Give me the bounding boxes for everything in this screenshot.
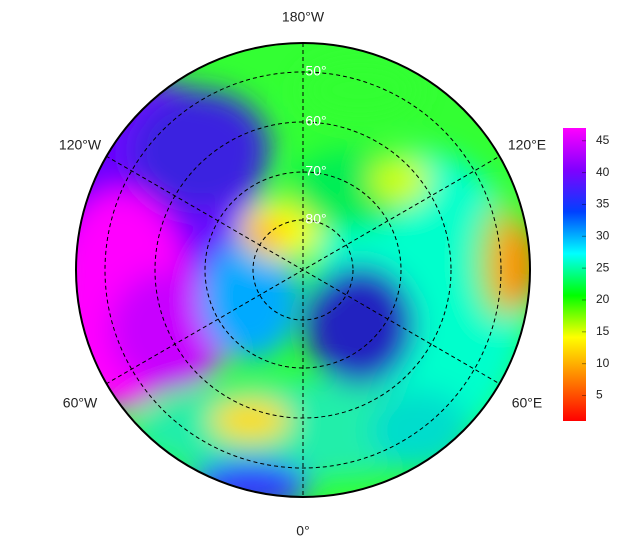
colorbar-tick-label: 40 [596,165,610,179]
longitude-label: 60°E [512,395,543,411]
latitude-label: 70° [305,163,326,179]
colorbar-tick-label: 30 [596,228,610,242]
longitude-label: 120°W [59,137,102,153]
map-boundary [75,42,531,498]
longitude-label: 0° [296,523,309,539]
latitude-label: 50° [305,63,326,79]
latitude-label: 80° [305,211,326,227]
longitude-label: 60°W [63,395,98,411]
heatmap-field [76,43,530,497]
colorbar-tick-label: 20 [596,292,610,306]
colorbar-tick-label: 35 [596,197,610,211]
longitude-label: 120°E [508,137,546,153]
colorbar-tick-label: 15 [596,324,610,338]
colorbar-tick-label: 5 [596,388,603,402]
colorbar-fill [563,128,586,421]
latitude-label: 60° [305,113,326,129]
colorbar-tick-label: 45 [596,133,610,147]
colorbar: 5 10 15 20 25 30 35 40 45 [563,128,610,421]
colorbar-tick-label: 25 [596,260,610,274]
colorbar-tick-label: 10 [596,356,610,370]
longitude-label: 180°W [282,9,325,25]
graticule [104,43,502,497]
